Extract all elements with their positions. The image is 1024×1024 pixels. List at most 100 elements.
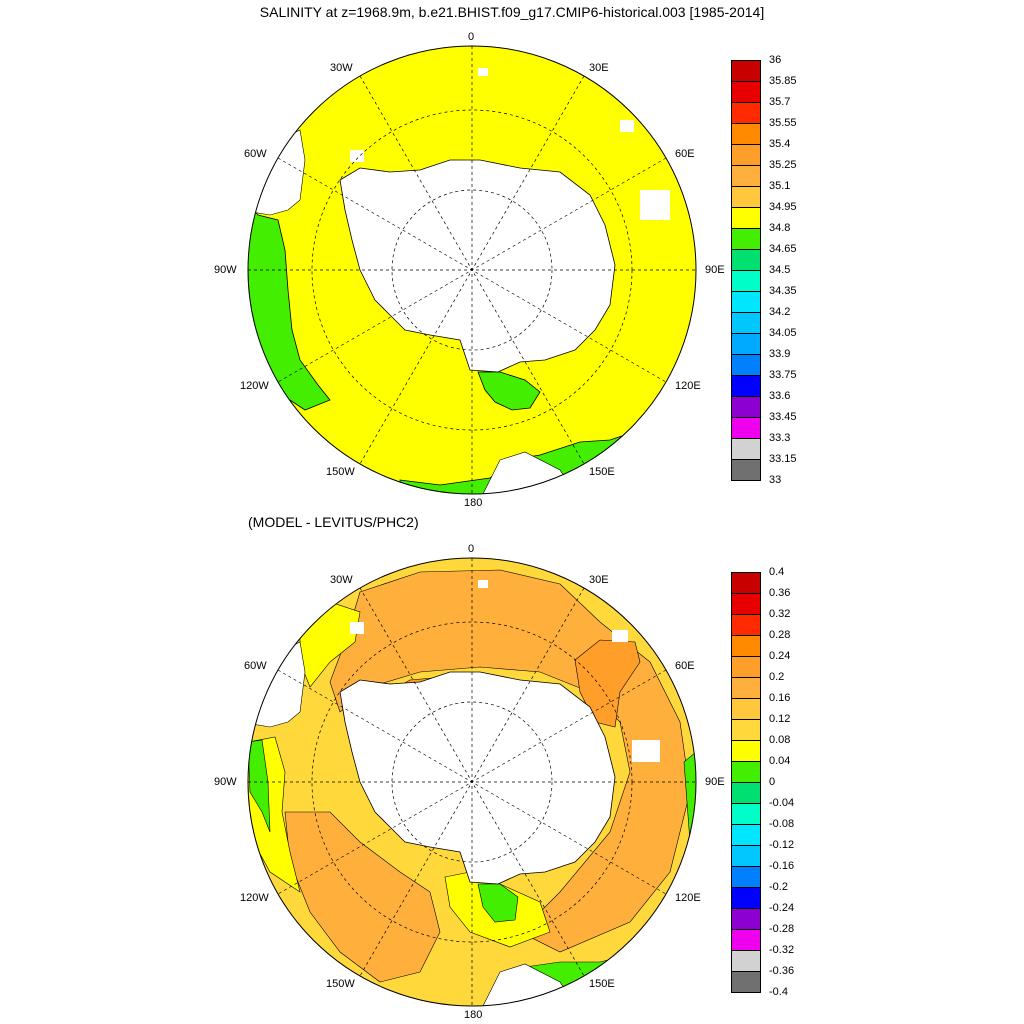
colorbar-swatch (731, 971, 761, 993)
map-boundary (247, 557, 697, 1007)
colorbar-swatch (731, 614, 761, 636)
lon-label-120e: 120E (675, 892, 701, 904)
colorbar-swatch (731, 845, 761, 867)
colorbar-swatch (731, 824, 761, 846)
colorbar-tick-label: 0.36 (769, 587, 791, 599)
colorbar-swatch (731, 572, 761, 594)
colorbar-tick-label: 35.4 (769, 138, 791, 150)
lon-label-30w: 30W (330, 574, 353, 586)
lon-label-60w: 60W (244, 660, 267, 672)
colorbar-swatch (731, 908, 761, 930)
ocean-field-orange-west (284, 811, 441, 983)
lon-label-120e: 120E (675, 380, 701, 392)
colorbar-tick-label: 0 (769, 776, 776, 788)
meridian-line (277, 669, 667, 895)
colorbar-swatch (731, 803, 761, 825)
colorbar-tick-label: 0.08 (769, 734, 791, 746)
lon-label-60e: 60E (675, 660, 695, 672)
colorbar-tick-label: -0.04 (769, 797, 795, 809)
colorbar-tick-label: 0.4 (769, 566, 785, 578)
colorbar-swatch (731, 761, 761, 783)
ocean-field-green-ross (477, 371, 541, 411)
ocean-field-green (477, 883, 519, 923)
colorbar-tick-label: 0.16 (769, 692, 791, 704)
salinity-colorbar: 36 35.85 35.7 35.55 35.4 35.25 35.1 34.95 34.8 34… (731, 54, 797, 486)
colorbar-tick-label: 0.12 (769, 713, 791, 725)
colorbar-tick-label: -0.12 (769, 839, 795, 851)
colorbar-tick-label: 34.65 (769, 243, 797, 255)
lon-label-0: 0 (468, 31, 475, 43)
lon-label-150w: 150W (326, 466, 355, 478)
difference-colorbar: 0.4 0.36 0.32 0.28 0.24 0.2 0.16 0.12 0.08 0.04 0 -… (731, 566, 794, 998)
lon-label-180: 180 (464, 497, 483, 509)
colorbar-swatch (731, 207, 761, 229)
colorbar-tick-label: 33.3 (769, 432, 791, 444)
colorbar-tick-label: -0.32 (769, 944, 795, 956)
colorbar-tick-label: 0.32 (769, 608, 791, 620)
lon-label-150w: 150W (326, 978, 355, 990)
colorbar-tick-label: -0.2 (769, 881, 788, 893)
lon-label-150e: 150E (589, 978, 615, 990)
colorbar-tick-label: 33.9 (769, 348, 791, 360)
colorbar-tick-label: 34.5 (769, 264, 791, 276)
colorbar-swatch (731, 249, 761, 271)
colorbar-swatch (731, 312, 761, 334)
plot-title: SALINITY at z=1968.9m, b.e21.BHIST.f09_g… (259, 4, 765, 20)
land-patch (350, 150, 364, 162)
colorbar-swatch (731, 396, 761, 418)
south-america-land (248, 129, 306, 216)
lon-label-60w: 60W (244, 148, 267, 160)
colorbar-swatch (731, 144, 761, 166)
difference-plot-subtitle: (MODEL - LEVITUS/PHC2) (248, 514, 419, 530)
colorbar-swatch (731, 698, 761, 720)
latitude-circle (391, 701, 553, 863)
colorbar-swatch (731, 270, 761, 292)
land-patch (632, 740, 660, 762)
colorbar-swatch (731, 417, 761, 439)
colorbar-tick-label: 34.95 (769, 201, 797, 213)
colorbar-swatch (731, 60, 761, 82)
latitude-circle (391, 189, 553, 351)
lon-label-30e: 30E (589, 574, 609, 586)
colorbar-swatch (731, 354, 761, 376)
colorbar-tick-label: 33.6 (769, 390, 791, 402)
colorbar-tick-label: 33 (769, 474, 782, 486)
lon-label-90e: 90E (705, 776, 725, 788)
colorbar-swatch (731, 165, 761, 187)
colorbar-tick-label: 0.24 (769, 650, 791, 662)
colorbar-tick-label: 33.75 (769, 369, 797, 381)
colorbar-swatch (731, 635, 761, 657)
colorbar-tick-label: -0.08 (769, 818, 795, 830)
colorbar-tick-label: 34.35 (769, 285, 797, 297)
lon-label-60e: 60E (675, 148, 695, 160)
difference-map (247, 557, 697, 1007)
colorbar-swatch (731, 375, 761, 397)
colorbar-tick-label: -0.36 (769, 965, 795, 977)
lon-label-30w: 30W (330, 62, 353, 74)
colorbar-tick-label: 0.2 (769, 671, 785, 683)
lon-label-180: 180 (464, 1009, 483, 1021)
colorbar-tick-label: 33.15 (769, 453, 797, 465)
colorbar-tick-label: -0.24 (769, 902, 795, 914)
colorbar-swatch (731, 438, 761, 460)
colorbar-swatch (731, 929, 761, 951)
colorbar-swatch (731, 333, 761, 355)
ocean-field-green (248, 739, 271, 833)
colorbar-tick-label: 35.1 (769, 180, 791, 192)
land-patch (620, 120, 634, 132)
meridian-line (277, 157, 667, 383)
colorbar-swatch (731, 81, 761, 103)
colorbar-swatch (731, 887, 761, 909)
land-patch (640, 190, 670, 220)
colorbar-swatch (731, 291, 761, 313)
colorbar-tick-label: -0.28 (769, 923, 795, 935)
land-patch (350, 622, 364, 634)
colorbar-tick-label: 33.45 (769, 411, 797, 423)
colorbar-tick-label: 35.7 (769, 96, 791, 108)
ocean-field-green-east (683, 751, 696, 843)
colorbar-tick-label: 35.55 (769, 117, 797, 129)
land-patch (478, 68, 488, 76)
colorbar-tick-label: 35.85 (769, 75, 797, 87)
colorbar-swatch (731, 656, 761, 678)
colorbar-swatch (731, 782, 761, 804)
